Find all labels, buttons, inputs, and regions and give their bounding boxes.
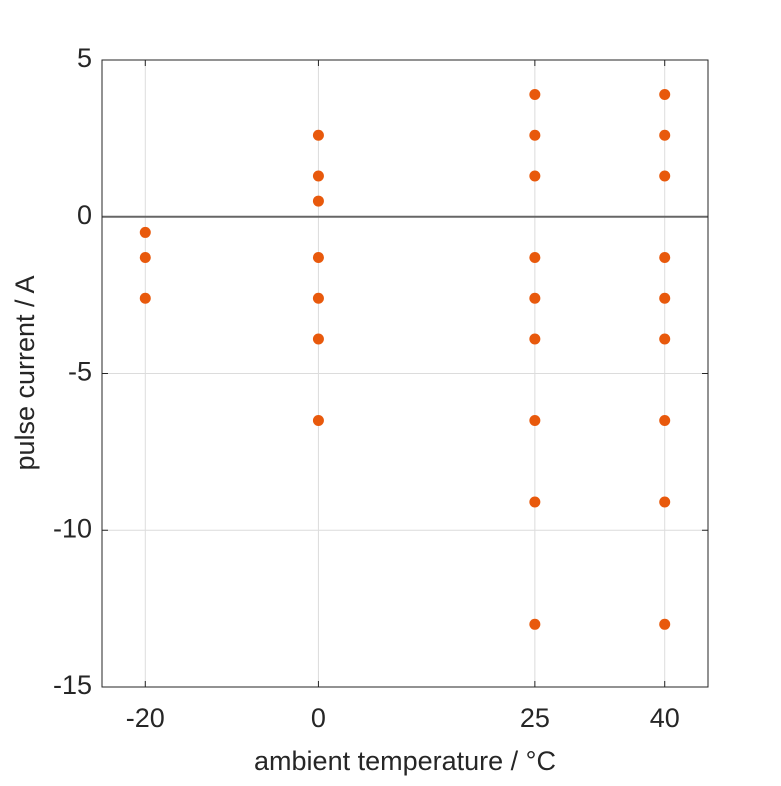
point bbox=[139, 226, 151, 238]
point bbox=[659, 252, 671, 264]
y-tick-label: -15 bbox=[53, 670, 92, 700]
point bbox=[139, 252, 151, 264]
point bbox=[659, 88, 671, 100]
point bbox=[529, 252, 541, 264]
point bbox=[312, 333, 324, 345]
point bbox=[529, 292, 541, 304]
point bbox=[529, 170, 541, 182]
point bbox=[312, 170, 324, 182]
point bbox=[312, 415, 324, 427]
y-tick-label: 0 bbox=[77, 200, 92, 230]
point bbox=[659, 333, 671, 345]
point bbox=[659, 618, 671, 630]
point bbox=[312, 292, 324, 304]
point bbox=[659, 292, 671, 304]
x-tick-label: 25 bbox=[520, 703, 550, 733]
axes-box bbox=[101, 59, 709, 688]
point bbox=[529, 618, 541, 630]
x-tick-label: 40 bbox=[650, 703, 680, 733]
point bbox=[312, 252, 324, 264]
y-tick-label: -10 bbox=[53, 513, 92, 543]
x-tick-label: -20 bbox=[126, 703, 165, 733]
point bbox=[312, 195, 324, 207]
point bbox=[139, 292, 151, 304]
point bbox=[529, 415, 541, 427]
x-axis-label: ambient temperature / °C bbox=[254, 746, 556, 776]
point bbox=[529, 333, 541, 345]
point bbox=[659, 170, 671, 182]
point bbox=[312, 129, 324, 141]
y-tick-label: 5 bbox=[77, 43, 92, 73]
x-tick-label: 0 bbox=[311, 703, 326, 733]
y-tick-label: -5 bbox=[68, 357, 92, 387]
point bbox=[529, 496, 541, 508]
point bbox=[659, 129, 671, 141]
point bbox=[529, 88, 541, 100]
y-axis-label: pulse current / A bbox=[10, 275, 40, 470]
point bbox=[659, 496, 671, 508]
point bbox=[529, 129, 541, 141]
point bbox=[659, 415, 671, 427]
